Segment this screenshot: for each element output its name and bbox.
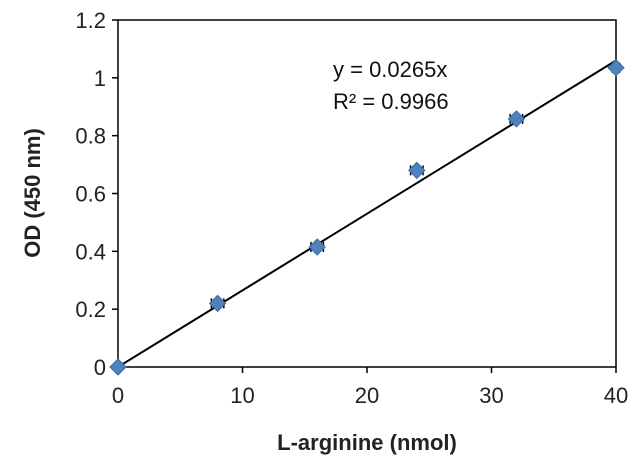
x-tick-label: 30 — [479, 383, 503, 408]
x-tick-label: 10 — [230, 383, 254, 408]
plot-area — [117, 19, 617, 368]
y-tick-label: 0.8 — [75, 124, 106, 149]
trendline — [117, 59, 617, 368]
data-point — [109, 358, 127, 376]
data-point — [208, 294, 227, 313]
data-points — [109, 59, 625, 376]
y-tick-label: 1 — [94, 66, 106, 91]
data-point — [507, 110, 526, 128]
r-squared-label: R² = 0.9966 — [333, 89, 449, 114]
x-axis-ticks: 0 10 20 30 40 — [112, 367, 628, 408]
y-tick-label: 0.4 — [75, 239, 106, 264]
x-tick-label: 40 — [604, 383, 628, 408]
y-tick-label: 1.2 — [75, 8, 106, 33]
data-point — [607, 59, 625, 77]
x-tick-label: 0 — [112, 383, 124, 408]
trendline-path — [117, 59, 617, 368]
y-axis-title: OD (450 nm) — [20, 128, 45, 258]
y-tick-label: 0.6 — [75, 182, 106, 207]
trendline-equation: y = 0.0265x — [333, 57, 447, 82]
y-axis-ticks: 0 0.2 0.4 0.6 0.8 1 1.2 — [75, 8, 118, 380]
x-tick-label: 20 — [355, 383, 379, 408]
data-point — [408, 161, 426, 180]
y-tick-label: 0.2 — [75, 297, 106, 322]
y-tick-label: 0 — [94, 355, 106, 380]
data-point — [308, 238, 326, 256]
x-axis-title: L-arginine (nmol) — [277, 430, 457, 455]
